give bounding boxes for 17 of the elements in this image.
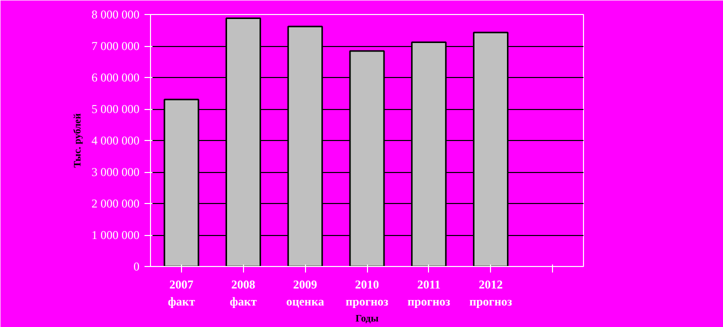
- x-tick-label: 2011 прогноз: [407, 278, 450, 308]
- y-tick-label: 8 000 000: [92, 8, 140, 22]
- x-tick-label: 2009 оценка: [286, 278, 324, 308]
- y-tick-label: 3 000 000: [92, 165, 140, 179]
- y-tick-label: 5 000 000: [92, 102, 140, 116]
- x-tick-label: 2010 прогноз: [346, 278, 389, 308]
- y-tick-label: 4 000 000: [92, 134, 140, 148]
- y-tick-label: 6 000 000: [92, 70, 140, 84]
- x-tick-label: 2008 факт: [230, 278, 257, 308]
- y-tick-label: 0: [134, 260, 140, 274]
- y-tick-label: 2 000 000: [92, 196, 140, 210]
- y-axis-title: Тыс. рублей: [72, 113, 84, 168]
- x-tick-label: 2012 прогноз: [469, 278, 512, 308]
- y-tick-label: 1 000 000: [92, 228, 140, 242]
- x-tick-label: 2007 факт: [168, 278, 196, 308]
- y-tick-label: 7 000 000: [92, 39, 140, 53]
- x-axis-title: Годы: [355, 313, 379, 324]
